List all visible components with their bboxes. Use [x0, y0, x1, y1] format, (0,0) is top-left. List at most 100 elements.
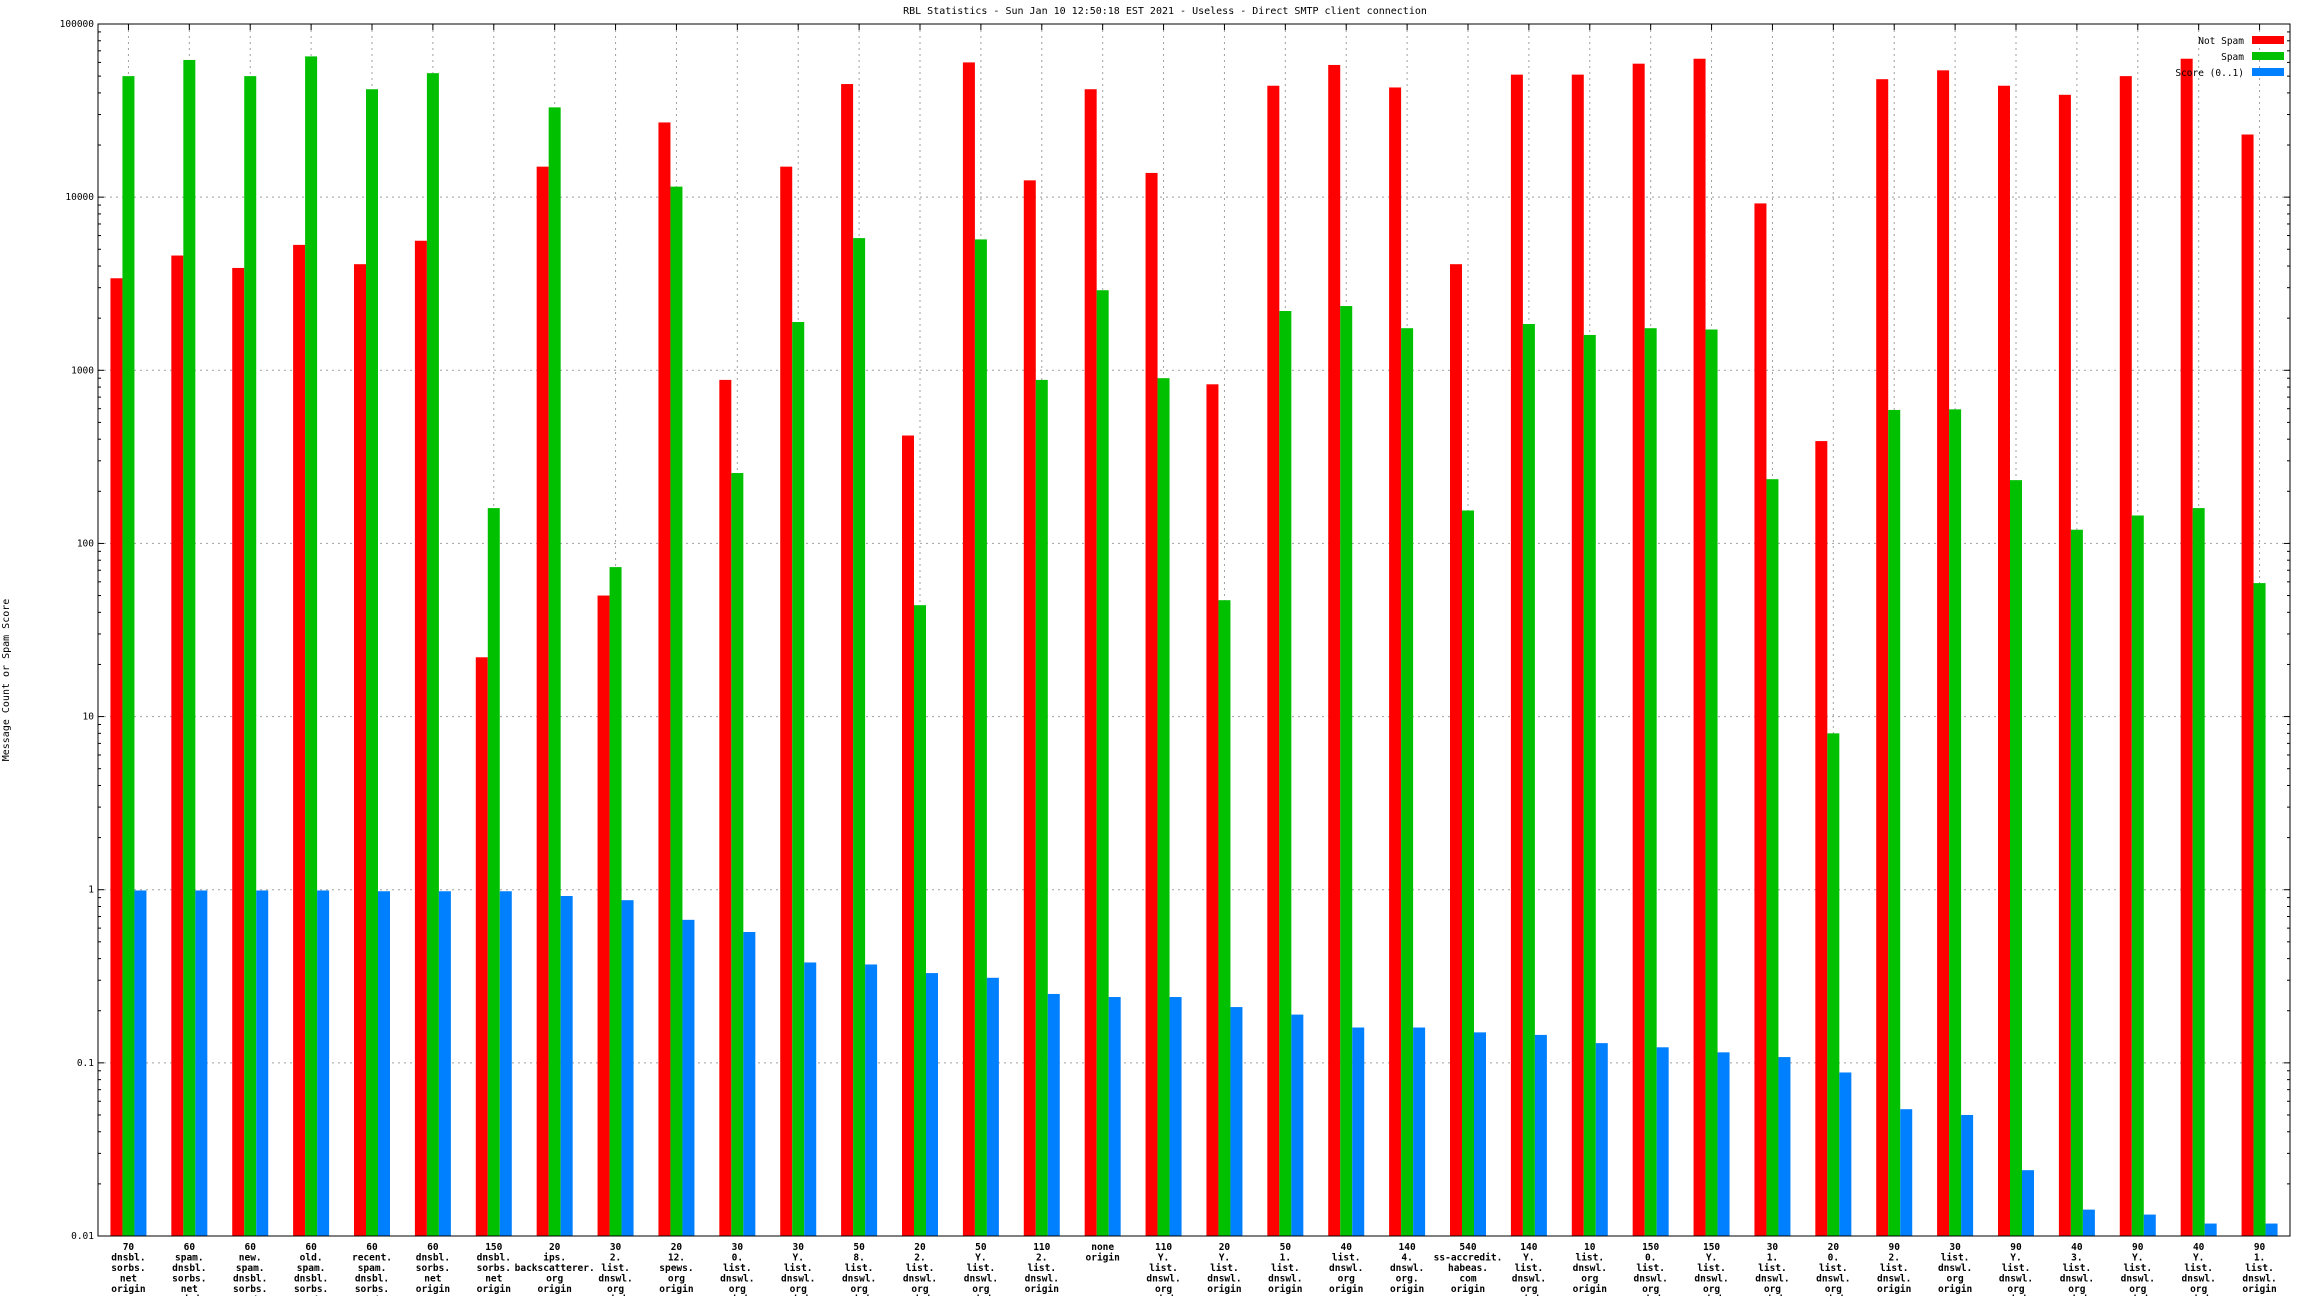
x-tick-label: 150 dnsbl. sorbs. net origin [477, 1242, 511, 1295]
x-tick-label-line: net [424, 1274, 441, 1285]
x-tick-label-line: Y. [1706, 1253, 1717, 1264]
x-tick-label-line: dnswl. [2121, 1274, 2155, 1285]
bar-score-0-1 [317, 890, 330, 1236]
x-tick-label: 110 2. list. dnswl. origin [1025, 1242, 1059, 1295]
bar-not-spam [536, 166, 549, 1236]
x-tick-label-line: org [2190, 1284, 2207, 1295]
x-tick-label-line: list. [1758, 1263, 1787, 1274]
x-tick-label-line: origin [1755, 1295, 1789, 1296]
bar-score-0-1 [1778, 1057, 1791, 1236]
x-tick-label-line: 2. [914, 1253, 925, 1264]
x-tick-label-line: Y. [2132, 1253, 2143, 1264]
x-tick-label-line: 140 [1399, 1242, 1416, 1253]
bar-score-0-1 [1595, 1043, 1608, 1236]
x-tick-label-line: net [363, 1295, 380, 1296]
x-tick-label-line: sorbs. [477, 1263, 511, 1274]
x-tick-label-line: 0. [1828, 1253, 1839, 1264]
x-tick-label-line: sorbs. [233, 1284, 267, 1295]
x-tick-label-line: org [1581, 1274, 1598, 1285]
x-tick-label-line: origin [1390, 1284, 1424, 1295]
x-tick-label-line: origin [1207, 1284, 1241, 1295]
x-tick-label-line: list. [845, 1263, 874, 1274]
x-tick-label-line: org [851, 1284, 868, 1295]
bar-not-spam [1998, 85, 2010, 1236]
x-tick-label-line: org [1825, 1284, 1842, 1295]
x-tick-label-line: origin [1573, 1284, 1607, 1295]
bar-score-0-1 [986, 977, 999, 1236]
x-tick-label-line: 0. [1645, 1253, 1656, 1264]
x-tick-label-line: origin [1329, 1284, 1363, 1295]
x-tick-label-line: list. [1271, 1263, 1300, 1274]
bar-score-0-1 [1291, 1014, 1304, 1236]
x-tick-label-line: old. [300, 1253, 323, 1264]
y-tick-label: 100000 [60, 19, 95, 30]
x-tick-label-line: origin [1634, 1295, 1668, 1296]
bar-score-0-1 [682, 919, 695, 1236]
x-tick-label-line: dnswl. [1999, 1274, 2033, 1285]
bar-not-spam [232, 267, 245, 1236]
x-tick-label-line: new. [239, 1253, 262, 1264]
x-tick-label-line: 90 [2254, 1242, 2266, 1253]
bar-spam [2253, 583, 2266, 1236]
x-tick-label-line: Y. [2193, 1253, 2204, 1264]
x-tick-label-line: origin [598, 1295, 632, 1296]
x-tick-label-line: 90 [2132, 1242, 2144, 1253]
bar-not-spam [1328, 64, 1341, 1237]
bar-spam [1279, 310, 1292, 1236]
bar-score-0-1 [804, 962, 817, 1236]
bar-spam [2192, 508, 2205, 1236]
x-tick-label-line: net [181, 1284, 198, 1295]
bar-score-0-1 [1717, 1052, 1730, 1236]
x-tick-label-line: dnswl. [720, 1274, 754, 1285]
x-tick-label-line: list. [1575, 1253, 1604, 1264]
legend-label: Spam [2221, 52, 2244, 63]
x-tick-label-line: org [1947, 1274, 1964, 1285]
x-tick-label-line: dnswl. [1816, 1274, 1850, 1285]
bar-not-spam [2058, 94, 2071, 1237]
x-tick-label-line: origin [1999, 1295, 2033, 1296]
y-tick-label: 10 [83, 712, 95, 723]
bar-spam [487, 508, 500, 1236]
x-tick-label-line: 50 [853, 1242, 865, 1253]
x-tick-label-line: recent. [352, 1253, 392, 1264]
bar-spam [1644, 328, 1657, 1236]
x-tick-label-line: list. [906, 1263, 935, 1274]
x-tick-label: 70 dnsbl. sorbs. net origin [111, 1242, 145, 1295]
x-tick-label-line: list. [1697, 1263, 1726, 1274]
x-tick-label-line: org [668, 1274, 685, 1285]
legend-label: Score (0..1) [2175, 68, 2244, 79]
bar-not-spam [414, 240, 427, 1236]
x-tick-label-line: 0. [732, 1253, 743, 1264]
x-tick-label-line: dnswl. [1877, 1274, 1911, 1285]
bar-not-spam [171, 255, 184, 1236]
bar-not-spam [1693, 58, 1706, 1236]
x-tick-label-line: 10 [1584, 1242, 1596, 1253]
bar-not-spam [902, 435, 914, 1236]
x-tick-label-line: origin [1694, 1295, 1728, 1296]
bar-spam [183, 59, 196, 1236]
x-tick-label-line: net [485, 1274, 502, 1285]
x-tick-label-line: org [607, 1284, 624, 1295]
bar-score-0-1 [2143, 1214, 2156, 1236]
bar-spam [974, 239, 987, 1236]
x-tick-label-line: origin [781, 1295, 815, 1296]
x-tick-label-line: ips. [543, 1253, 566, 1264]
x-tick-label-line: Y. [2010, 1253, 2021, 1264]
y-tick-label: 0.01 [71, 1231, 94, 1242]
x-tick-label-line: 20 [914, 1242, 926, 1253]
bar-not-spam [962, 62, 975, 1237]
x-tick-label-line: list. [1941, 1253, 1970, 1264]
x-tick-label-line: list. [2002, 1263, 2031, 1274]
x-tick-label-line: 3. [2071, 1253, 2082, 1264]
x-tick-label-line: origin [1938, 1284, 1972, 1295]
legend-swatch [2252, 68, 2284, 76]
bar-score-0-1 [560, 895, 573, 1236]
x-tick-label-line: 20 [1219, 1242, 1231, 1253]
bar-score-0-1 [378, 891, 390, 1236]
x-tick-label-line: 20 [671, 1242, 683, 1253]
x-tick-label-line: list. [1027, 1263, 1056, 1274]
bar-score-0-1 [1413, 1027, 1426, 1236]
x-tick-label-line: 1. [1767, 1253, 1778, 1264]
x-tick-label-line: org [972, 1284, 989, 1295]
